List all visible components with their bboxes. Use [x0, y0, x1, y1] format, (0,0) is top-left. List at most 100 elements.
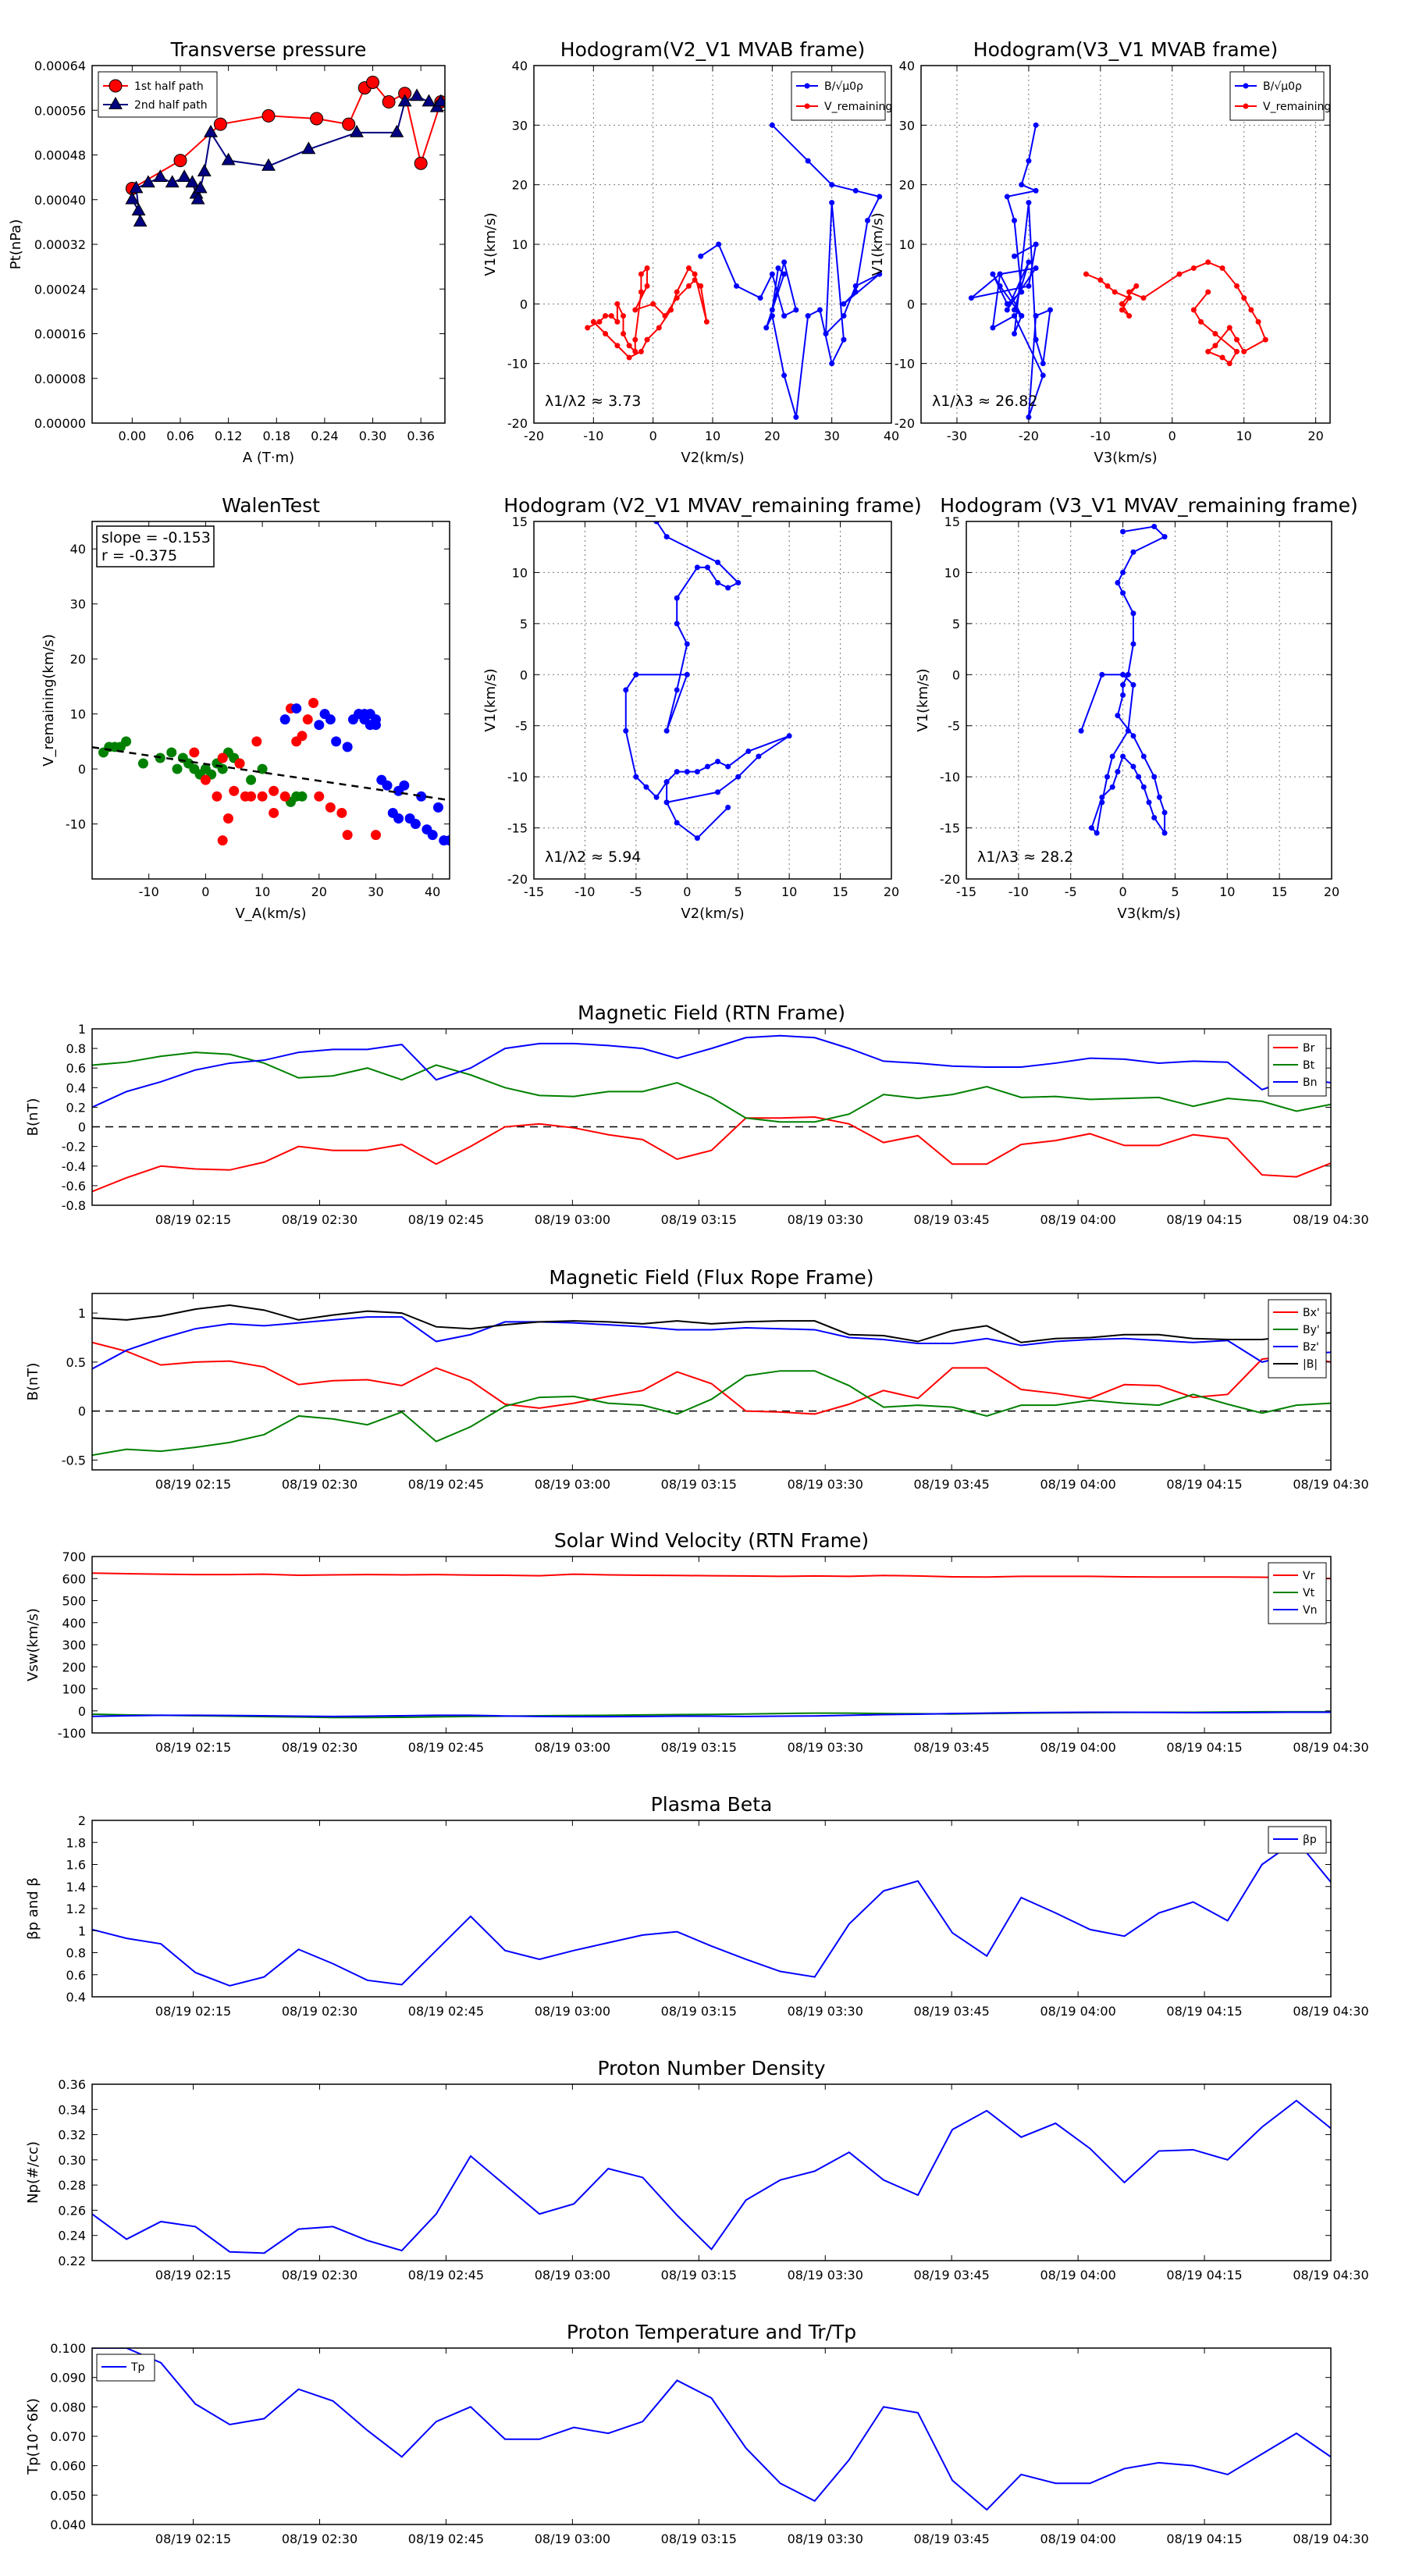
x-tick-label: 08/19 02:15 — [155, 2532, 231, 2546]
data-point — [786, 733, 792, 739]
plot-area — [1078, 524, 1168, 836]
y-tick-label: 0.5 — [66, 1355, 86, 1370]
y-tick-label: 0.080 — [50, 2400, 86, 2414]
plot-area — [92, 1839, 1331, 1987]
y-tick-label: 0 — [520, 297, 528, 311]
legend-label: V_remaining — [824, 101, 892, 113]
y-tick-label: 0.00064 — [34, 59, 86, 73]
data-point — [663, 799, 670, 806]
plot-frame — [91, 521, 450, 880]
x-tick-label: -10 — [1008, 884, 1029, 899]
y-tick-label: -20 — [507, 872, 528, 887]
data-point — [1233, 283, 1240, 289]
x-tick-label: -20 — [1019, 429, 1039, 443]
data-point — [715, 789, 721, 795]
y-tick-label: -15 — [507, 821, 528, 836]
y-tick-label: 0.22 — [58, 2254, 86, 2268]
x-tick-label: 08/19 02:15 — [155, 2268, 231, 2282]
data-point — [1233, 336, 1240, 343]
data-point — [1219, 354, 1225, 361]
data-point — [674, 595, 680, 601]
chart-title: Magnetic Field (Flux Rope Frame) — [549, 1266, 873, 1289]
y-tick-label: 1 — [78, 1306, 86, 1321]
data-point — [1190, 307, 1197, 313]
data-point — [668, 307, 674, 313]
y-tick-label: 0 — [78, 762, 86, 777]
data-point — [1151, 524, 1158, 530]
legend-marker — [108, 96, 123, 109]
y-tick-label: 0 — [78, 1120, 86, 1135]
legend-label: Vr — [1303, 1570, 1315, 1582]
data-point — [715, 759, 721, 765]
data-point — [279, 714, 290, 725]
data-point — [1130, 733, 1136, 739]
x-tick-label: 08/19 04:00 — [1040, 1740, 1115, 1755]
legend-marker — [804, 83, 810, 89]
data-point — [213, 117, 227, 131]
x-tick-label: 0.24 — [311, 429, 339, 443]
legend-label: Br — [1303, 1042, 1315, 1055]
legend-label: B/√μ0ρ — [1263, 80, 1302, 93]
y-tick-label: 0.8 — [66, 1946, 86, 1961]
y-tick-label: -10 — [940, 770, 960, 785]
y-axis-label: V1(km/s) — [915, 668, 931, 731]
x-tick-label: 08/19 03:15 — [661, 1740, 737, 1755]
x-tick-label: 08/19 04:30 — [1293, 2004, 1368, 2019]
x-tick-label: 08/19 02:30 — [282, 1212, 357, 1227]
data-point — [653, 521, 660, 525]
y-tick-label: 0.00032 — [34, 237, 86, 252]
x-axis-label: A (T·m) — [243, 450, 294, 466]
x-tick-label: 08/19 02:45 — [408, 1477, 484, 1492]
data-point — [725, 763, 731, 770]
y-tick-label: 0.30 — [58, 2153, 86, 2168]
x-tick-label: 08/19 03:45 — [914, 1212, 990, 1227]
data-point — [1099, 794, 1105, 800]
y-tick-label: 2 — [78, 1813, 86, 1828]
data-point — [336, 807, 347, 818]
x-tick-label: 0.30 — [359, 429, 387, 443]
x-tick-label: 08/19 04:15 — [1166, 2532, 1242, 2546]
y-tick-label: -10 — [66, 817, 86, 832]
y-tick-label: 100 — [62, 1682, 86, 1697]
data-point — [674, 769, 680, 775]
data-point — [382, 95, 396, 109]
series-line — [92, 1341, 1331, 1415]
data-point — [1040, 361, 1046, 367]
x-tick-label: 08/19 03:15 — [661, 2004, 737, 2019]
data-point — [1040, 372, 1046, 379]
series-line — [92, 1304, 1331, 1343]
data-point — [1033, 241, 1039, 247]
data-point — [1126, 313, 1133, 319]
x-tick-label: 08/19 02:30 — [282, 1740, 357, 1755]
data-point — [1120, 753, 1126, 760]
x-tick-label: -10 — [583, 429, 603, 443]
y-tick-label: 400 — [62, 1616, 86, 1631]
data-point — [692, 277, 698, 283]
data-point — [877, 194, 883, 200]
y-tick-label: 5 — [952, 617, 960, 632]
x-tick-label: -15 — [956, 884, 976, 899]
data-point — [990, 271, 996, 277]
x-tick-label: 20 — [1307, 429, 1323, 443]
x-tick-label: -5 — [630, 884, 642, 899]
x-tick-label: 0 — [649, 429, 657, 443]
y-tick-label: 10 — [70, 707, 86, 722]
data-point — [1136, 774, 1142, 780]
data-point — [1161, 809, 1168, 816]
data-point — [632, 348, 638, 354]
data-point — [1205, 259, 1211, 265]
data-point — [684, 641, 690, 647]
legend-label: V_remaining — [1263, 101, 1331, 113]
y-tick-label: -10 — [507, 357, 528, 372]
data-point — [189, 747, 200, 758]
data-point — [427, 830, 438, 841]
chart-1: -20 -10 0 10 20 30 40 -20 -10 0 10 20 30 40 Hodogram(V… — [482, 38, 899, 466]
ratio-annotation: λ1/λ2 ≈ 5.94 — [545, 849, 641, 866]
data-point — [200, 774, 211, 785]
data-point — [185, 175, 200, 188]
data-point — [1026, 158, 1032, 164]
x-tick-label: 08/19 02:30 — [282, 2004, 357, 2019]
y-tick-label: -20 — [507, 416, 528, 431]
x-tick-label: 08/19 02:45 — [408, 1212, 484, 1227]
y-tick-label: 300 — [62, 1638, 86, 1653]
